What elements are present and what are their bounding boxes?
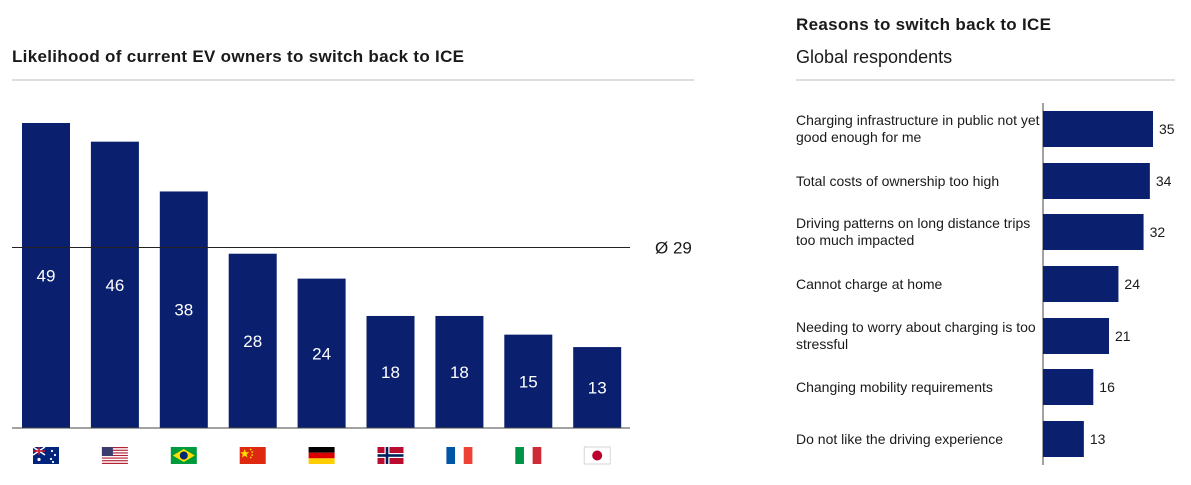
bar-value-label: 24: [312, 344, 331, 363]
bar-japan: [573, 347, 622, 428]
bar-france: [435, 315, 484, 428]
flag-china-icon: [239, 447, 266, 464]
flag-brazil-icon: [170, 447, 197, 464]
bar-brazil: [159, 191, 208, 428]
flag-japan-icon: [583, 446, 611, 465]
reason-category-label: Needing to worry about charging is too s…: [796, 319, 1036, 352]
average-label: Ø 29: [655, 238, 692, 257]
reason-bar: [1043, 163, 1150, 199]
left-bars-group: 49 46 38 28 24 18 18 15 13: [22, 123, 622, 428]
left-chart-title: Likelihood of current EV owners to switc…: [12, 47, 465, 66]
reason-category-label: Driving patterns on long distance trips …: [796, 215, 1031, 248]
reason-bar: [1043, 111, 1153, 147]
flag-germany-icon: [308, 447, 335, 464]
reason-category-label: Do not like the driving experience: [796, 431, 1004, 447]
reason-value-label: 16: [1099, 379, 1115, 395]
right-chart-title: Reasons to switch back to ICE: [796, 15, 1052, 34]
reason-bar: [1043, 318, 1109, 354]
bar-usa: [90, 141, 139, 428]
bar-value-label: 46: [105, 276, 124, 295]
reason-category-label: Changing mobility requirements: [796, 379, 993, 395]
flag-norway-icon: [377, 447, 404, 464]
bar-italy: [504, 334, 553, 428]
right-chart-subtitle: Global respondents: [796, 47, 953, 67]
bar-value-label: 49: [37, 267, 56, 286]
reason-value-label: 32: [1150, 224, 1166, 240]
bar-value-label: 13: [588, 379, 607, 398]
flag-italy-icon: [515, 447, 542, 464]
bar-germany: [297, 278, 346, 428]
country-flags-group: [32, 446, 611, 466]
reason-value-label: 24: [1124, 276, 1140, 292]
reason-bar: [1043, 214, 1144, 250]
flag-usa-icon: [101, 447, 128, 466]
bar-value-label: 15: [519, 372, 538, 391]
bar-value-label: 38: [174, 301, 193, 320]
bar-australia: [22, 123, 70, 428]
bar-value-label: 18: [450, 363, 469, 382]
bar-value-label: 18: [381, 363, 400, 382]
reason-value-label: 34: [1156, 173, 1172, 189]
reason-category-label: Total costs of ownership too high: [796, 173, 1000, 189]
reason-category-label: Cannot charge at home: [796, 276, 943, 292]
reason-bar: [1043, 266, 1119, 302]
bar-norway: [366, 315, 415, 428]
reason-bar: [1043, 421, 1084, 457]
reason-value-label: 35: [1159, 121, 1175, 137]
flag-france-icon: [446, 447, 473, 464]
reason-category-label: Charging infrastructure in public not ye…: [796, 112, 1040, 145]
reason-value-label: 13: [1090, 431, 1106, 447]
bar-china: [228, 253, 277, 428]
right-bars-group: 35 34 32 24 21 16 13: [1043, 111, 1175, 457]
reason-value-label: 21: [1115, 328, 1131, 344]
bar-value-label: 28: [243, 332, 262, 351]
flag-australia-icon: [32, 446, 59, 464]
reason-bar: [1043, 369, 1094, 405]
